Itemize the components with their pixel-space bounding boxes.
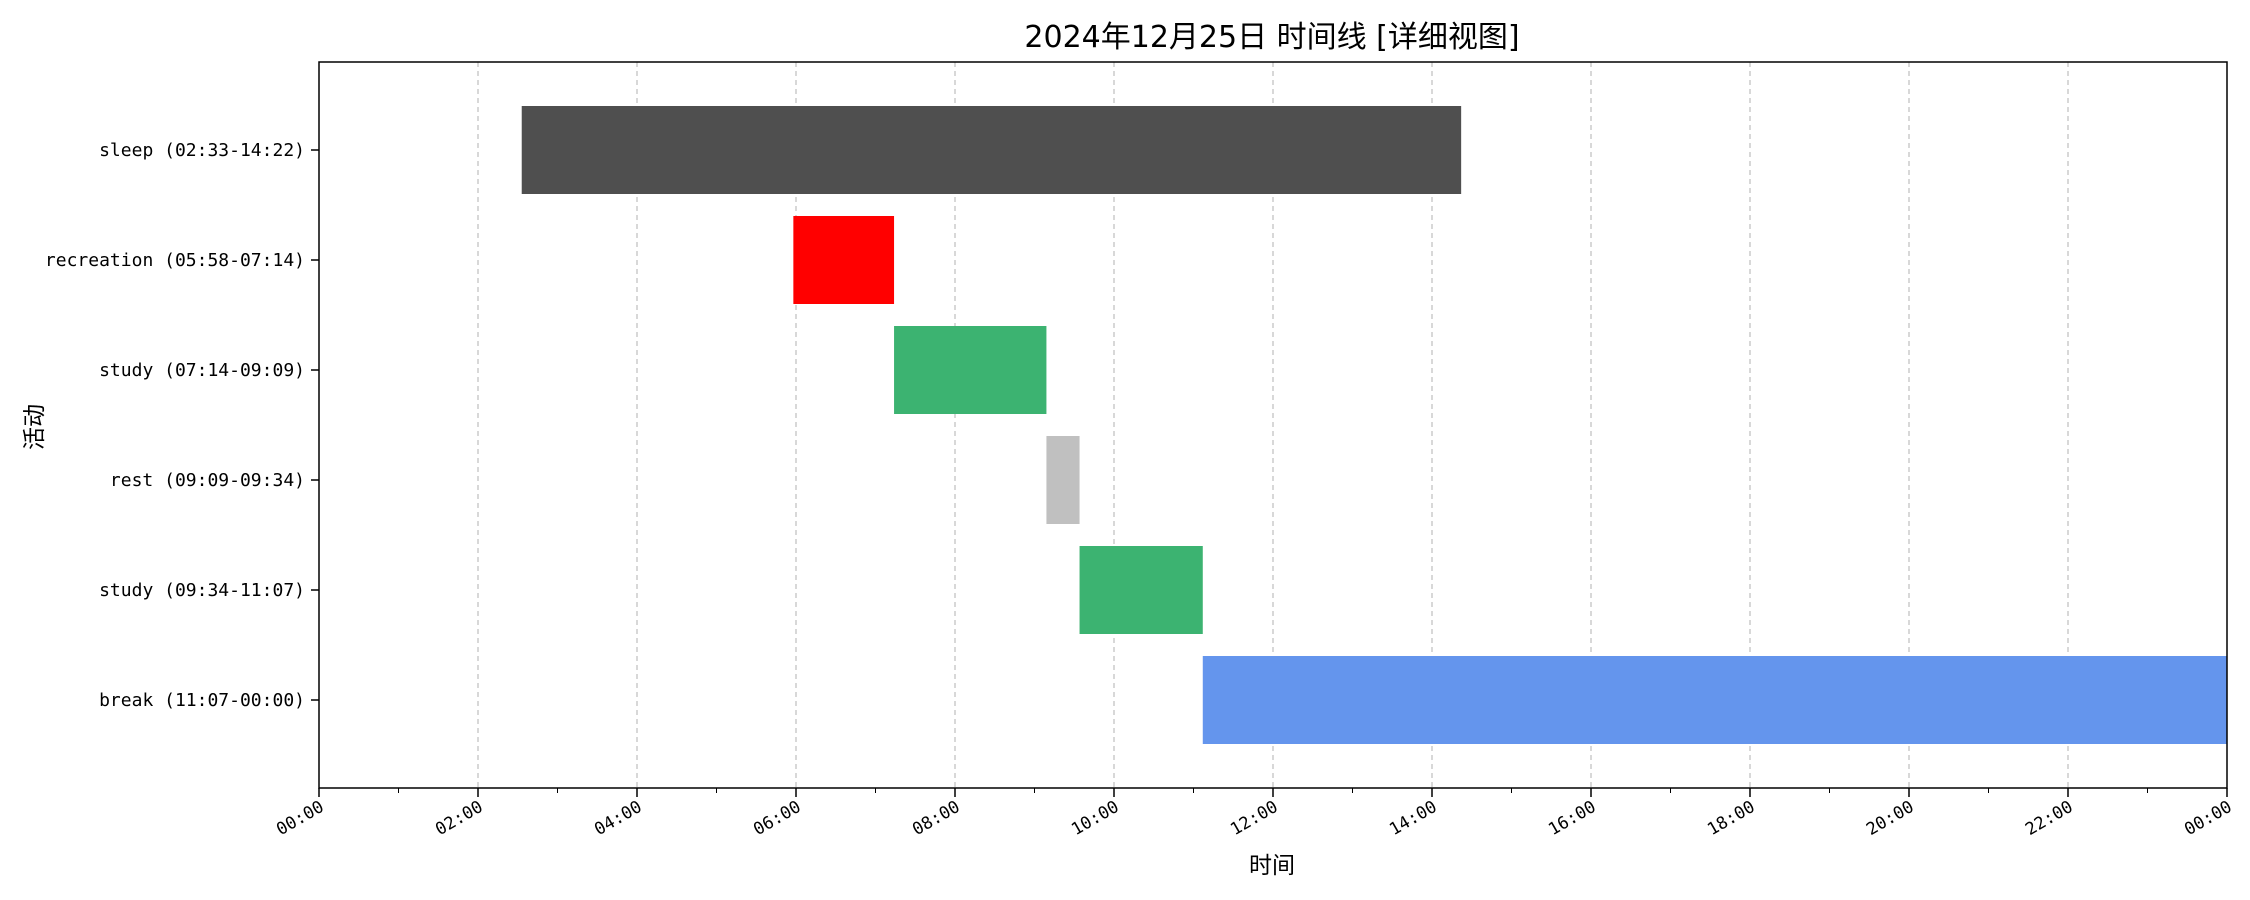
x-tick-label: 08:00: [909, 797, 963, 840]
x-tick-label: 00:00: [2181, 797, 2235, 840]
timeline-bar: [894, 326, 1047, 414]
timeline-bar: [521, 106, 1462, 194]
x-tick-label: 14:00: [1386, 797, 1440, 840]
x-axis-label: 时间: [1249, 853, 1295, 879]
timeline-bar: [1046, 436, 1080, 524]
y-tick-label: recreation (05:58-07:14): [45, 250, 305, 271]
x-tick-label: 20:00: [1863, 797, 1917, 840]
x-tick-label: 18:00: [1704, 797, 1758, 840]
x-tick-label: 12:00: [1227, 797, 1281, 840]
x-tick-label: 10:00: [1068, 797, 1122, 840]
x-tick-label: 16:00: [1545, 797, 1599, 840]
y-tick-label: sleep (02:33-14:22): [99, 140, 305, 161]
x-tick-label: 00:00: [273, 797, 327, 840]
timeline-bar: [1079, 546, 1203, 634]
x-axis: 00:00 02:00 04:00 06:00 08:00 10:00 12:00 14:00…: [273, 788, 2236, 840]
x-tick-label: 06:00: [750, 797, 804, 840]
x-tick-label: 04:00: [591, 797, 645, 840]
x-tick-label: 02:00: [432, 797, 486, 840]
chart-title: 2024年12月25日 时间线 [详细视图]: [1024, 20, 1519, 55]
y-tick-label: rest (09:09-09:34): [110, 470, 305, 491]
y-tick-label: break (11:07-00:00): [99, 690, 305, 711]
y-axis-label: 活动: [22, 404, 48, 450]
timeline-bars: [521, 106, 2227, 744]
y-tick-label: study (09:34-11:07): [99, 580, 305, 601]
timeline-bar: [793, 216, 895, 304]
y-axis: sleep (02:33-14:22) recreation (05:58-07:…: [45, 140, 319, 711]
timeline-bar: [1202, 656, 2227, 744]
y-tick-label: study (07:14-09:09): [99, 360, 305, 381]
x-tick-label: 22:00: [2022, 797, 2076, 840]
